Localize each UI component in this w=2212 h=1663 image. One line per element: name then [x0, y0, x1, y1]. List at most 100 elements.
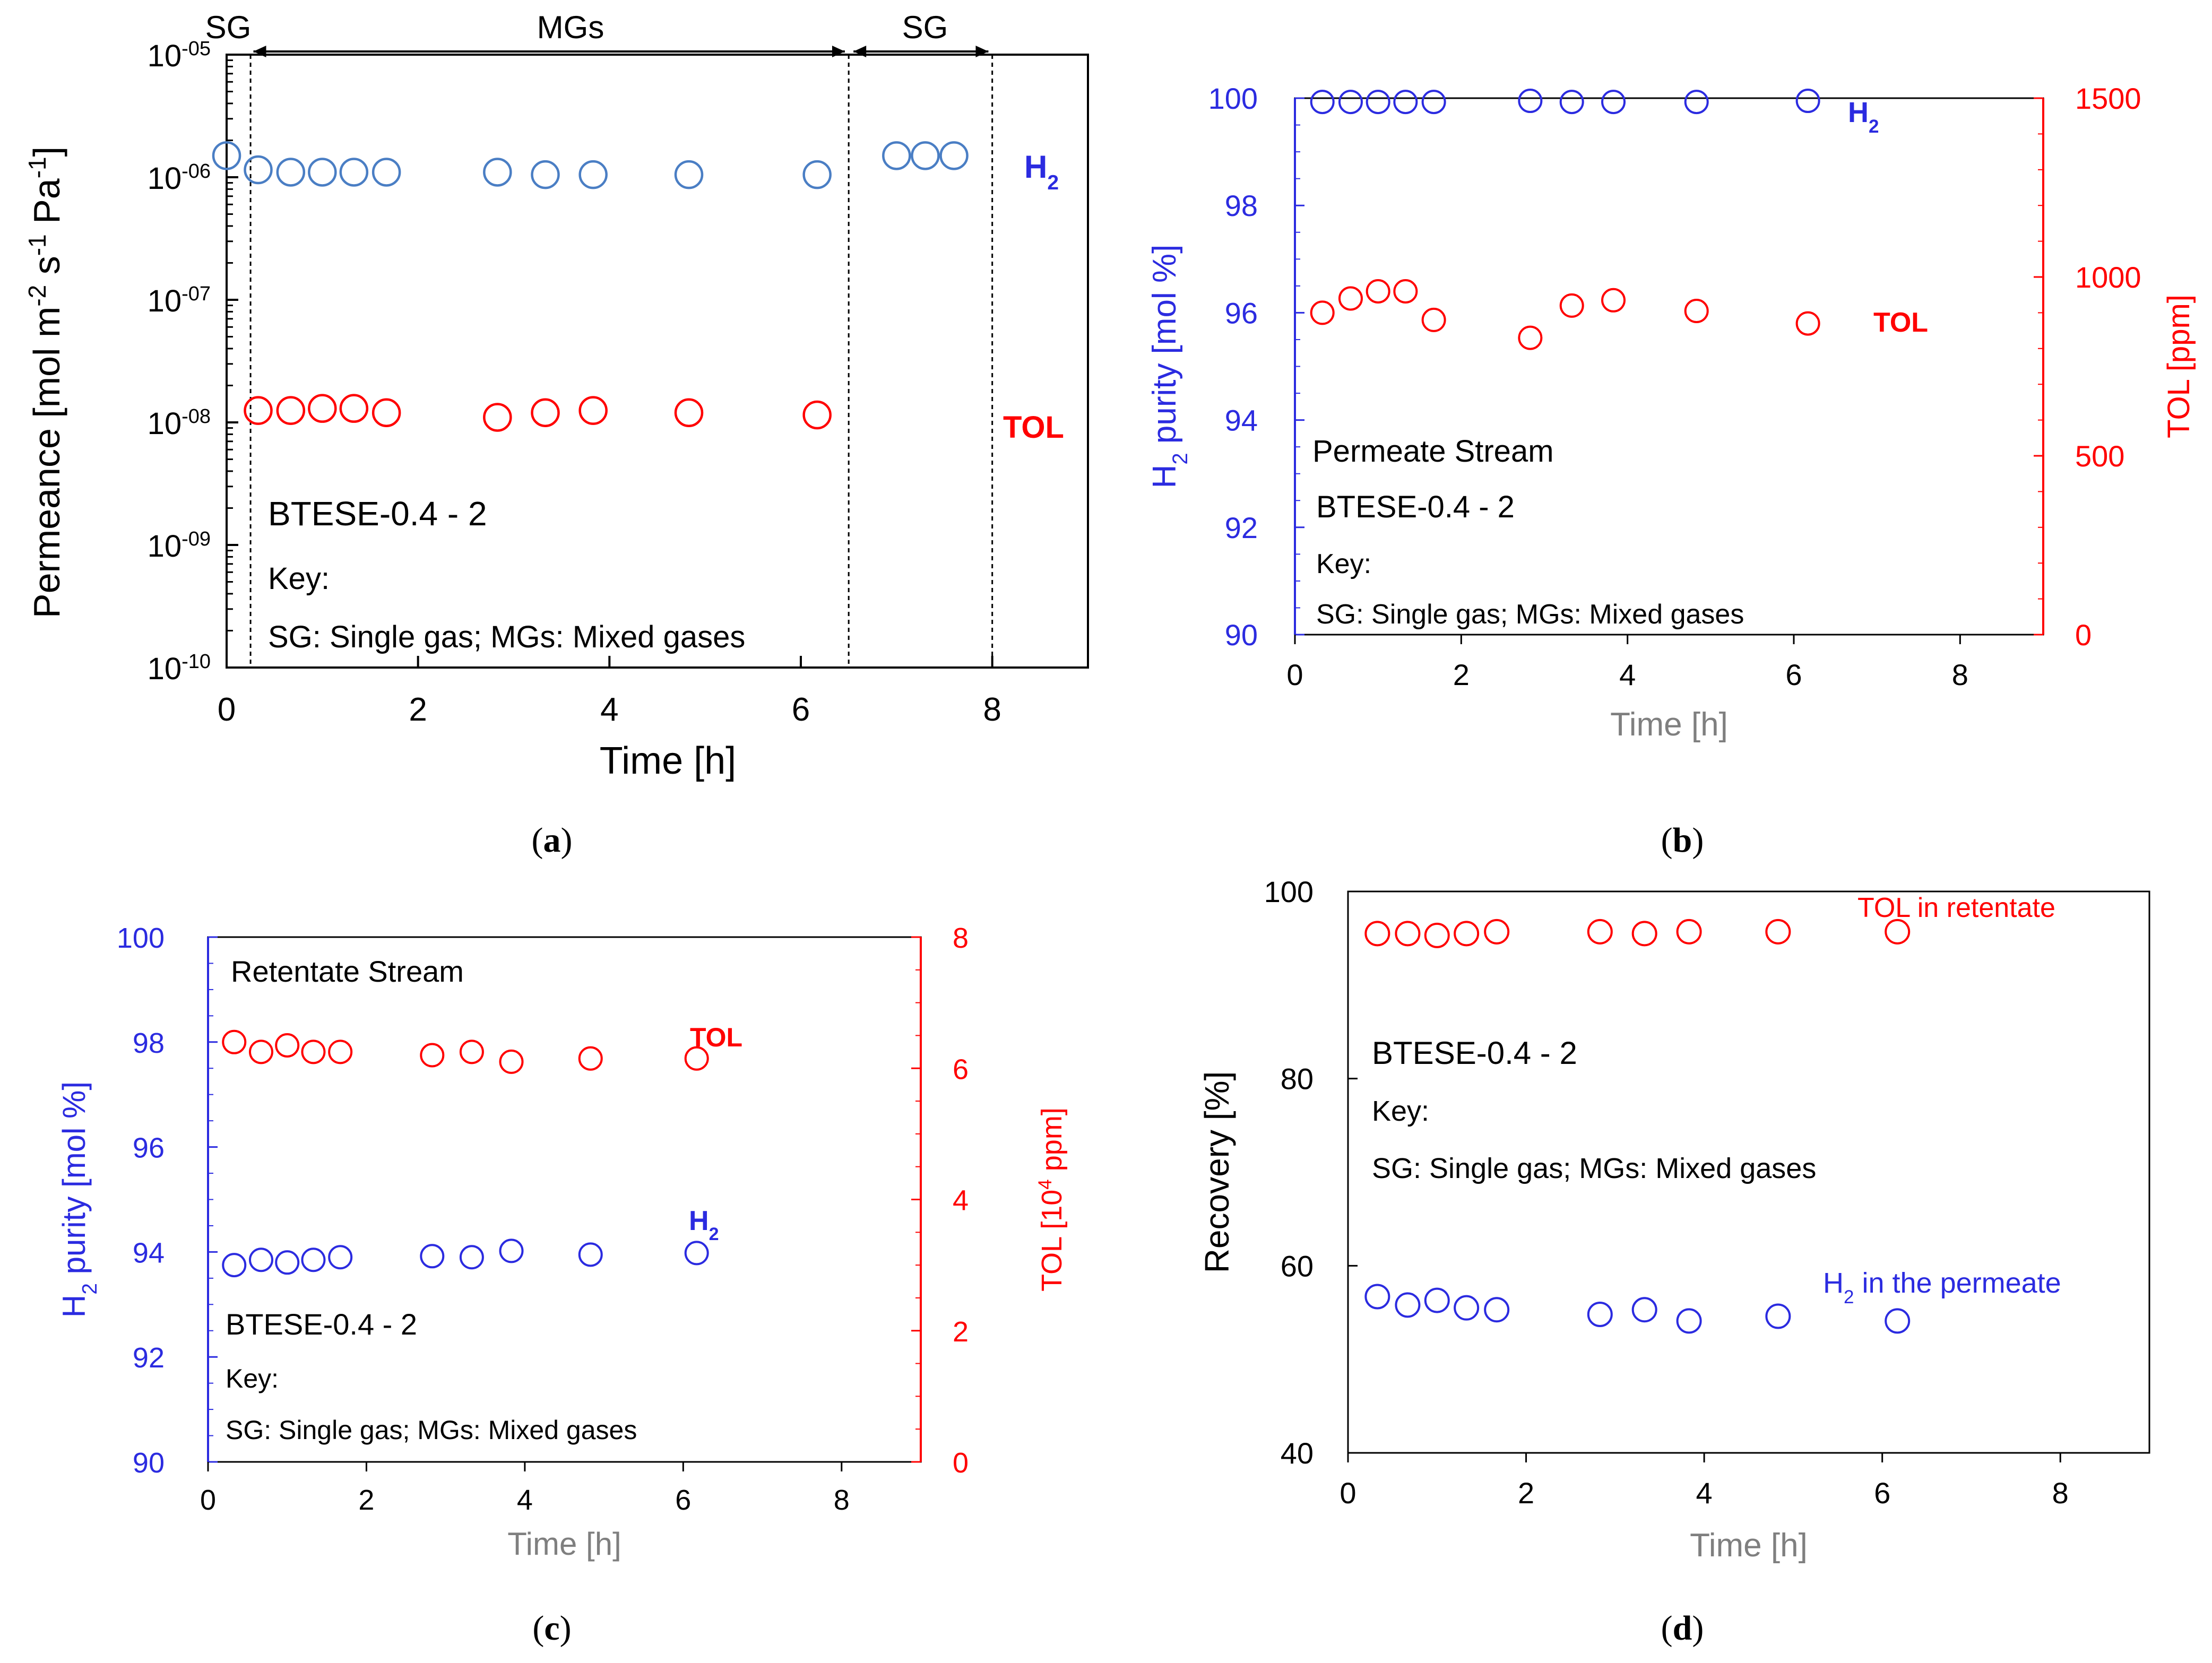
phase-label: SG	[902, 10, 948, 45]
y-tick-label-part: -10	[182, 651, 211, 673]
h2-data-point	[244, 155, 273, 185]
y-axis-label: Permeance [mol m-2 s-1 Pa-1]	[23, 146, 67, 618]
panel-caption: (c)	[532, 1609, 571, 1648]
x-tick-label: 8	[2052, 1476, 2069, 1510]
caption-paren: )	[560, 1609, 572, 1648]
y-tick-label: 10-05	[148, 38, 211, 73]
tol-data-point	[248, 1040, 273, 1064]
y-axis-label-part: Permeance [mol m	[26, 307, 67, 618]
y-axis-label-part: 2	[1169, 453, 1192, 464]
x-tick-label: 8	[983, 691, 1001, 728]
y2-tick-label: 4	[953, 1185, 969, 1217]
y-tick-label-part: 10	[148, 161, 182, 196]
key-annotation: Key:	[268, 561, 330, 596]
caption-paren: )	[1692, 1609, 1704, 1648]
caption-letter: a	[543, 821, 561, 860]
arrow-head-icon	[853, 46, 867, 57]
arrow-head-icon	[975, 46, 989, 57]
y2-tick-label: 1000	[2075, 261, 2141, 294]
y-tick-label: 96	[133, 1132, 165, 1164]
tol-data-point	[1518, 325, 1543, 350]
x-tick-label: 4	[1619, 658, 1636, 691]
y2-tick-label: 1500	[2075, 82, 2141, 115]
key-annotation: Key:	[226, 1364, 279, 1393]
y2-tick-label: 2	[953, 1316, 969, 1348]
x-tick-label: 6	[1785, 658, 1802, 691]
caption-paren: (	[1661, 1609, 1673, 1648]
tol-data-point	[1765, 919, 1791, 945]
phase-label: MGs	[537, 10, 604, 45]
tol-data-point	[531, 398, 560, 427]
y-axis-label: Recovery [%]	[1198, 1071, 1236, 1274]
caption-letter: d	[1673, 1609, 1692, 1648]
tol-data-point	[328, 1040, 353, 1064]
h2-data-point	[1795, 89, 1820, 114]
tol-data-point	[1587, 919, 1613, 945]
h2-data-point	[802, 160, 832, 189]
stream-title: Retentate Stream	[231, 955, 464, 988]
h2-series-label: H2	[1024, 149, 1059, 194]
x-tick-label: 0	[1286, 658, 1303, 691]
arrow-head-icon	[832, 46, 845, 57]
x-tick-label: 4	[600, 691, 618, 728]
tol-data-point	[1395, 921, 1421, 947]
y-tick-label: 10-09	[148, 528, 211, 564]
caption-paren: )	[561, 821, 573, 860]
y-axis-label-part: -2	[23, 285, 51, 307]
y2-tick-label: 0	[2075, 618, 2092, 652]
h2-series-label-part: 2	[1844, 1287, 1854, 1307]
h2-data-point	[1765, 1303, 1791, 1329]
h2-data-point	[275, 1250, 300, 1275]
sample-annotation: BTESE-0.4 - 2	[226, 1307, 417, 1341]
y-tick-label: 10-10	[148, 651, 211, 686]
h2-data-point	[212, 141, 241, 170]
h2-data-point	[882, 141, 911, 170]
h2-series-label-part: H	[1823, 1267, 1844, 1299]
tol-data-point	[222, 1029, 247, 1054]
h2-data-point	[499, 1238, 524, 1263]
h2-data-point	[1484, 1297, 1510, 1323]
h2-series-label-part: H	[1024, 149, 1047, 185]
tol-data-point	[1885, 919, 1911, 945]
y-tick-label: 80	[1281, 1062, 1314, 1096]
sample-annotation: BTESE-0.4 - 2	[1316, 490, 1515, 524]
y2-axis-label-part: TOL [10	[1036, 1190, 1068, 1292]
x-tick-label: 2	[1518, 1476, 1534, 1510]
tol-data-point	[1338, 286, 1363, 311]
x-tick-label: 8	[834, 1484, 850, 1516]
y-tick-label-part: 10	[148, 652, 182, 686]
h2-data-point	[308, 158, 337, 187]
h2-data-point	[1518, 89, 1543, 114]
tol-data-point	[459, 1040, 484, 1064]
plot-frame	[1347, 890, 2150, 1454]
tol-data-point	[674, 398, 704, 427]
phase-label: SG	[205, 10, 252, 45]
arrow-head-icon	[253, 46, 266, 57]
h2-data-point	[1366, 90, 1390, 115]
h2-series-label-part: 2	[709, 1224, 719, 1244]
x-tick-label: 0	[200, 1484, 216, 1516]
tol-data-point	[1424, 922, 1450, 948]
h2-data-point	[684, 1241, 709, 1266]
y-tick-label: 10-08	[148, 405, 211, 441]
h2-data-point	[371, 158, 401, 187]
y-tick-label: 94	[1225, 404, 1258, 437]
tol-data-point	[1310, 300, 1335, 325]
y-tick-label: 90	[1225, 618, 1258, 652]
tol-data-point	[276, 396, 306, 425]
h2-data-point	[1421, 90, 1446, 115]
y-axis-label: H2 purity [mol %]	[56, 1081, 101, 1318]
y-tick-label-part: -05	[182, 38, 211, 60]
tol-data-point	[802, 400, 832, 430]
plot-frame	[1294, 97, 2044, 636]
h2-data-point	[1395, 1292, 1421, 1318]
y-axis-label-part: -1	[23, 234, 51, 256]
legend-annotation: SG: Single gas; MGs: Mixed gases	[1372, 1153, 1816, 1184]
y-axis-label-part: H	[56, 1295, 92, 1318]
h2-data-point	[1393, 90, 1418, 115]
caption-paren: (	[532, 821, 543, 860]
tol-data-point	[301, 1040, 326, 1064]
y-tick-label: 98	[133, 1027, 165, 1059]
legend-annotation: SG: Single gas; MGs: Mixed gases	[268, 620, 745, 654]
